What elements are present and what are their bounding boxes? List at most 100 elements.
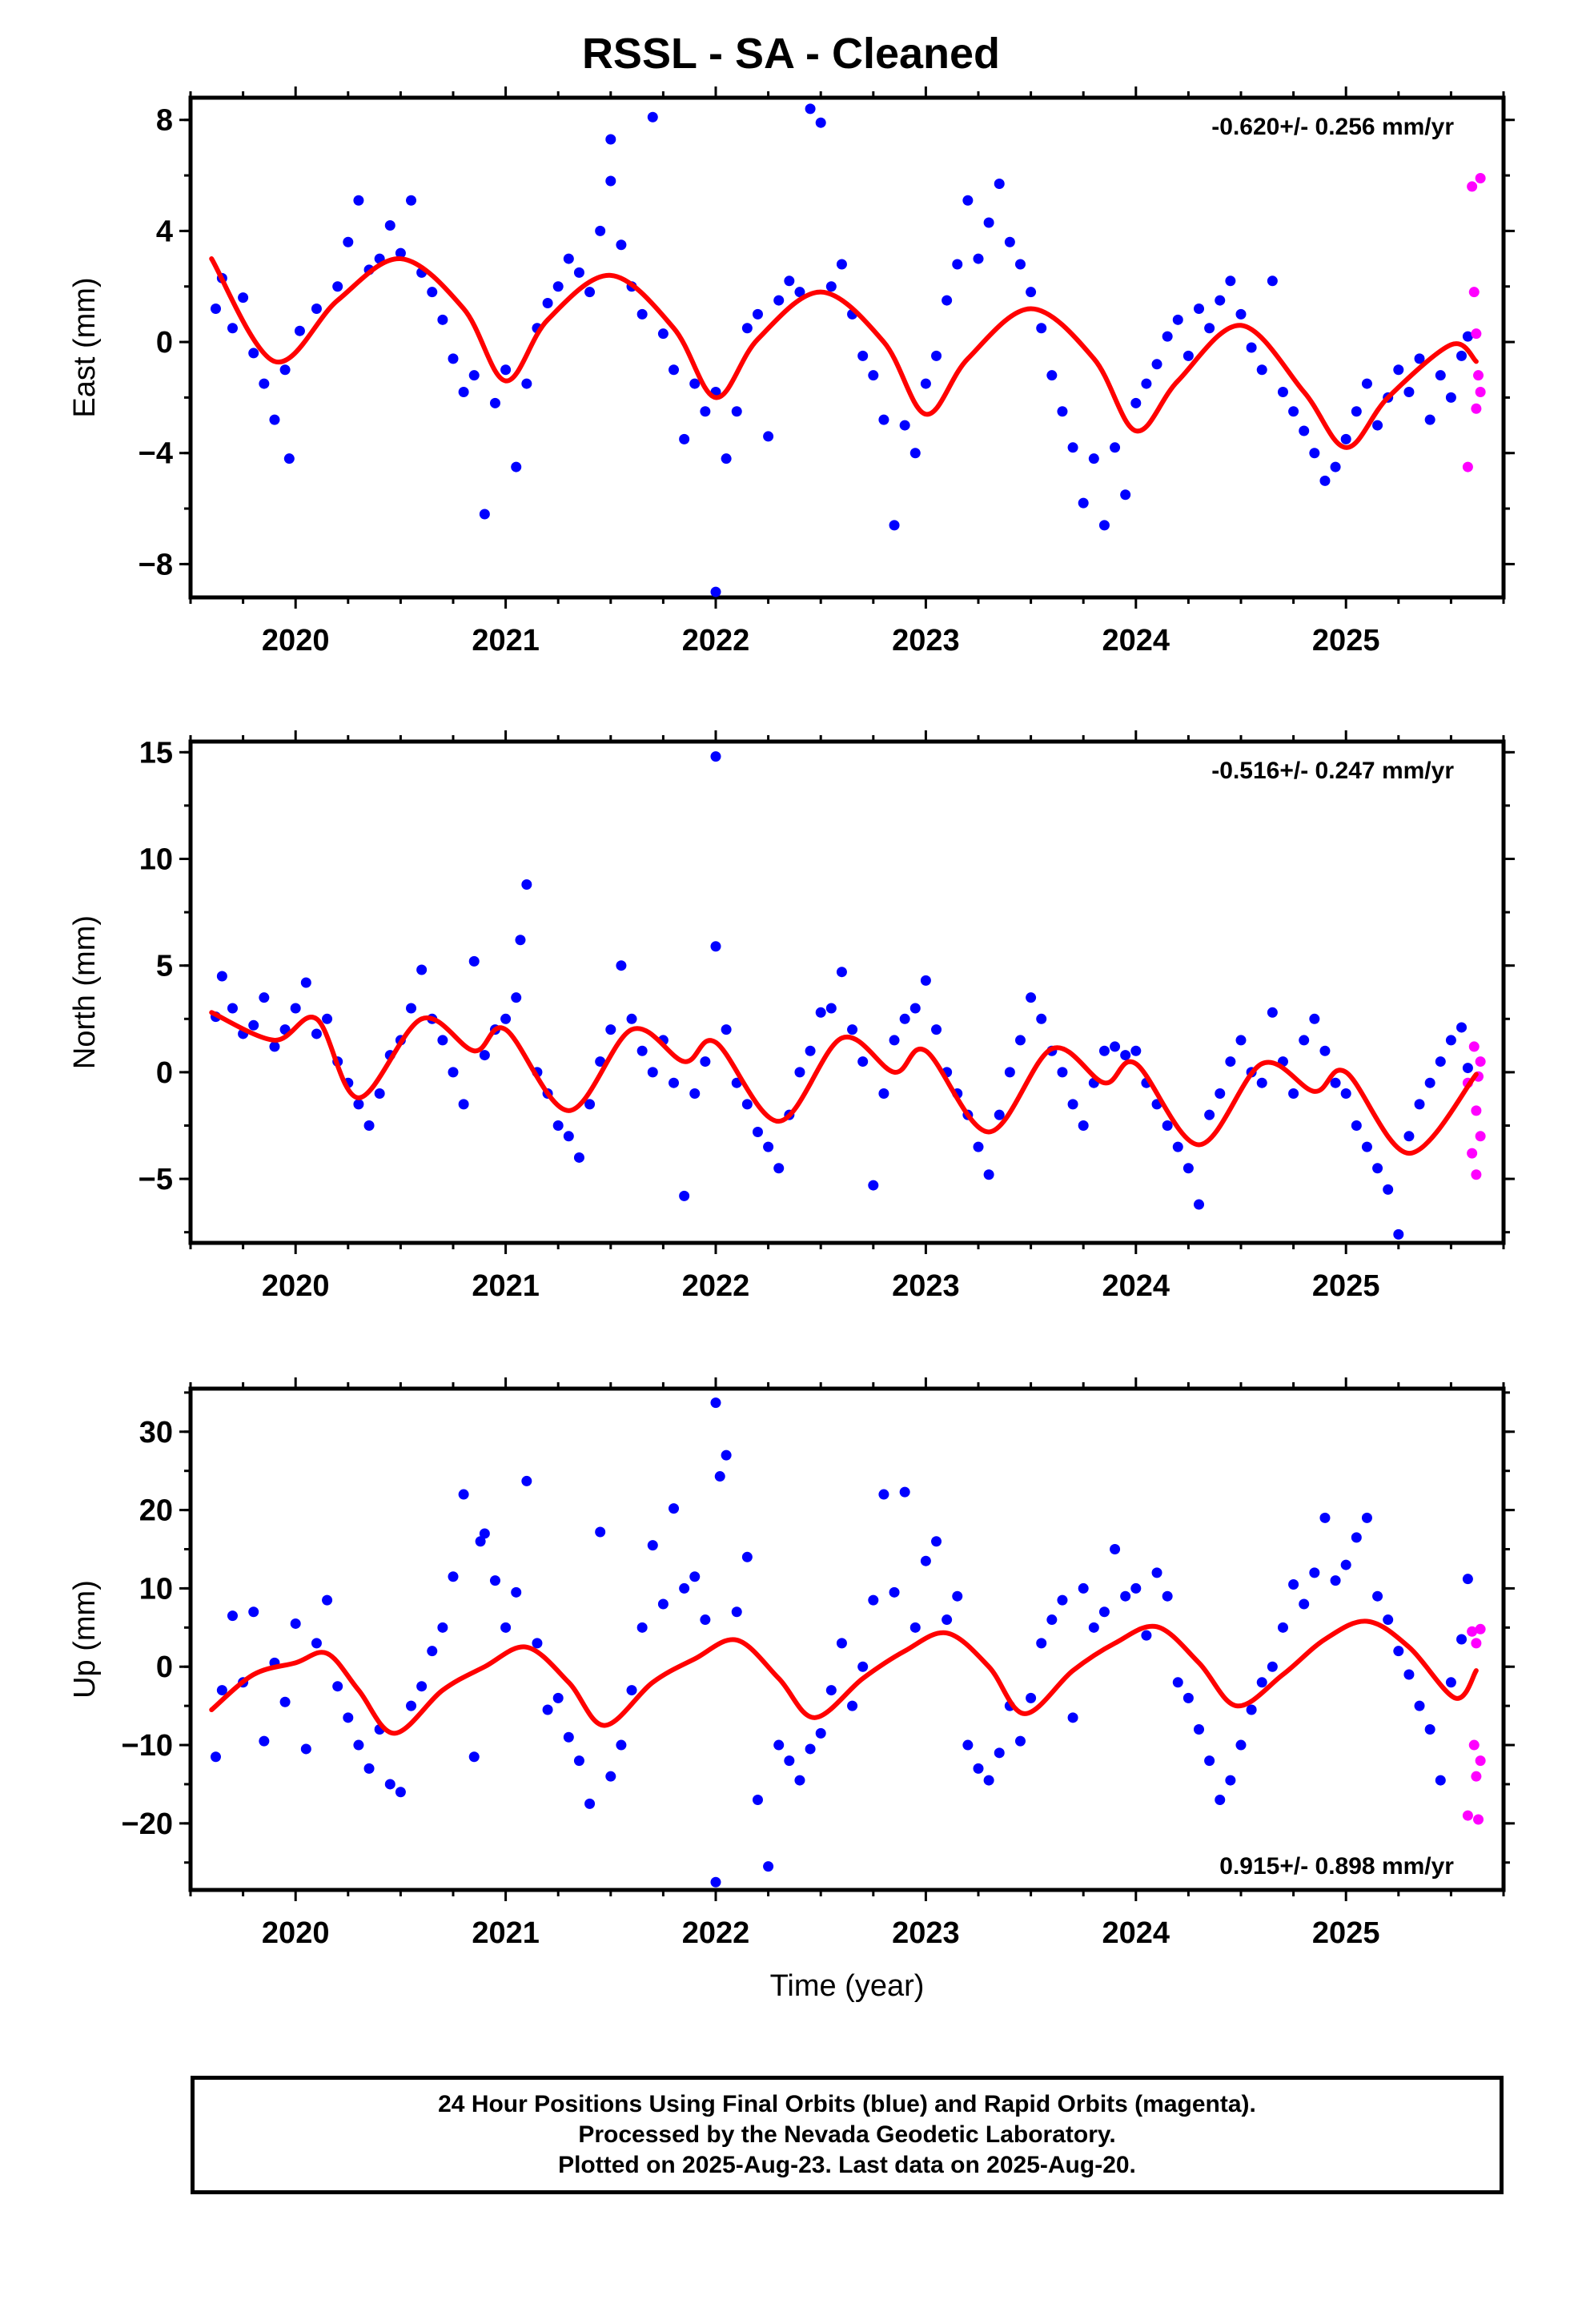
- final-orbit-point: [909, 1003, 921, 1014]
- final-orbit-point: [868, 1594, 879, 1606]
- final-orbit-point: [1393, 1646, 1404, 1657]
- final-orbit-point: [889, 520, 900, 531]
- final-orbit-point: [248, 348, 259, 359]
- final-orbit-point: [427, 1646, 438, 1657]
- final-orbit-point: [416, 1681, 428, 1692]
- rapid-orbit-point: [1473, 1814, 1484, 1825]
- final-orbit-point: [952, 1590, 963, 1602]
- final-orbit-point: [500, 1013, 512, 1024]
- rapid-orbit-point: [1462, 461, 1473, 472]
- rapid-orbit-point: [1471, 328, 1482, 340]
- final-orbit-point: [878, 414, 889, 425]
- final-orbit-point: [710, 751, 721, 762]
- rapid-orbit-point: [1471, 1638, 1482, 1649]
- final-orbit-point: [1130, 397, 1142, 408]
- fit-curve: [209, 1010, 1479, 1156]
- final-orbit-point: [773, 1739, 785, 1751]
- final-orbit-point: [805, 1743, 816, 1755]
- final-orbit-point: [1361, 1512, 1372, 1523]
- final-orbit-point: [952, 259, 963, 270]
- y-tick-label: −10: [122, 1729, 173, 1763]
- rapid-orbit-point: [1467, 1148, 1478, 1159]
- final-orbit-point: [238, 292, 249, 304]
- final-orbit-point: [1288, 406, 1299, 417]
- final-orbit-point: [679, 1582, 690, 1594]
- final-orbit-point: [1151, 1567, 1162, 1578]
- final-orbit-point: [511, 992, 522, 1003]
- final-orbit-point: [427, 287, 438, 298]
- final-orbit-point: [931, 1536, 942, 1547]
- final-orbit-point: [475, 1536, 486, 1547]
- final-orbit-point: [1256, 364, 1267, 376]
- final-orbit-point: [710, 1876, 721, 1888]
- final-orbit-point: [836, 967, 847, 978]
- final-orbit-point: [1215, 295, 1226, 306]
- final-orbit-point: [616, 239, 627, 251]
- rate-label: -0.620+/- 0.256 mm/yr: [1211, 114, 1454, 140]
- final-orbit-point: [406, 1003, 417, 1014]
- y-tick-label: 8: [156, 104, 173, 138]
- final-orbit-point: [1414, 353, 1425, 364]
- rapid-orbit-point: [1468, 287, 1480, 298]
- up-panel: 2020 2021 2022 2023 2024 2025 −20 −10 0 10 20 30 Up …: [68, 1377, 1515, 2003]
- final-orbit-point: [227, 1610, 238, 1622]
- final-orbit-point: [1445, 1035, 1456, 1046]
- final-orbit-point: [374, 1088, 385, 1100]
- final-orbit-point: [920, 378, 931, 389]
- final-orbit-point: [311, 303, 322, 314]
- rapid-orbit-point: [1471, 1771, 1482, 1782]
- final-orbit-point: [899, 1486, 910, 1498]
- y-axis-label: East (mm): [68, 277, 102, 417]
- final-orbit-point: [343, 236, 354, 247]
- final-orbit-point: [763, 431, 774, 442]
- final-orbit-point: [689, 1571, 701, 1582]
- final-orbit-point: [1120, 1050, 1131, 1061]
- final-orbit-point: [1299, 1598, 1310, 1610]
- final-orbit-point: [479, 1528, 490, 1539]
- final-orbit-point: [1246, 342, 1257, 353]
- final-orbit-point: [773, 1163, 785, 1174]
- final-orbit-point: [458, 1099, 469, 1110]
- final-orbit-point: [216, 1685, 227, 1696]
- final-orbit-point: [647, 1067, 658, 1078]
- x-tick-label: 2023: [892, 1916, 960, 1950]
- final-orbit-point: [636, 1622, 648, 1633]
- final-orbit-point: [1424, 1077, 1435, 1088]
- final-orbit-point: [1372, 1163, 1383, 1174]
- final-orbit-point: [521, 1475, 532, 1486]
- final-orbit-point: [1435, 370, 1446, 381]
- final-orbit-point: [847, 1700, 858, 1711]
- final-orbit-point: [1330, 461, 1341, 472]
- final-orbit-point: [825, 281, 837, 292]
- final-orbit-point: [700, 1614, 711, 1626]
- rapid-orbit-point: [1471, 403, 1482, 414]
- final-orbit-point: [521, 879, 532, 890]
- final-orbit-point: [479, 509, 490, 520]
- final-orbit-point: [1288, 1088, 1299, 1100]
- final-orbit-point: [794, 287, 805, 298]
- final-orbit-point: [573, 1755, 584, 1767]
- final-orbit-point: [1299, 425, 1310, 436]
- final-orbit-point: [542, 298, 553, 309]
- final-orbit-point: [1078, 497, 1089, 509]
- final-orbit-point: [1036, 323, 1047, 334]
- rapid-orbit-point: [1475, 1623, 1486, 1634]
- final-orbit-point: [468, 1751, 480, 1763]
- final-orbit-point: [942, 295, 953, 306]
- final-orbit-point: [721, 1024, 732, 1035]
- final-orbit-point: [1319, 1512, 1331, 1523]
- x-tick-label: 2023: [892, 624, 960, 657]
- final-orbit-point: [931, 350, 942, 361]
- final-orbit-point: [1215, 1795, 1226, 1806]
- final-orbit-point: [1462, 1574, 1473, 1585]
- final-orbit-point: [1267, 1661, 1278, 1672]
- final-orbit-point: [1235, 308, 1247, 320]
- final-orbit-point: [458, 1489, 469, 1500]
- final-orbit-point: [1372, 1590, 1383, 1602]
- final-orbit-point: [1340, 1559, 1351, 1570]
- final-orbit-point: [300, 977, 311, 988]
- final-orbit-point: [973, 1141, 984, 1152]
- final-orbit-point: [1130, 1582, 1142, 1594]
- final-orbit-point: [721, 453, 732, 464]
- final-orbit-point: [437, 1035, 448, 1046]
